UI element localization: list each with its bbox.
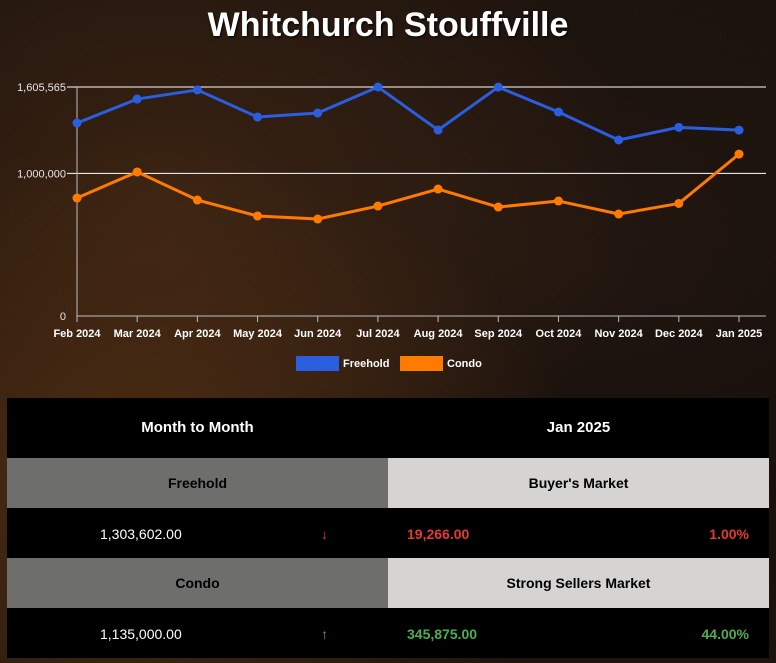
x-tick-label: Feb 2024 bbox=[53, 328, 101, 340]
condo-price: 1,135,000.00 bbox=[100, 626, 182, 642]
data-point[interactable] bbox=[553, 107, 563, 117]
freehold-price: 1,303,602.00 bbox=[100, 526, 182, 542]
data-point[interactable] bbox=[734, 149, 744, 159]
data-point[interactable] bbox=[253, 112, 263, 122]
freehold-band: Freehold Buyer's Market bbox=[7, 458, 769, 508]
summary-header: Month to Month Jan 2025 bbox=[7, 398, 769, 456]
data-point[interactable] bbox=[493, 202, 503, 212]
legend-swatch-condo[interactable] bbox=[400, 356, 443, 371]
data-point[interactable] bbox=[674, 122, 684, 132]
data-point[interactable] bbox=[132, 167, 142, 177]
data-point[interactable] bbox=[433, 184, 443, 194]
arrow-down-icon: ↓ bbox=[321, 526, 328, 542]
legend-label[interactable]: Freehold bbox=[343, 358, 389, 370]
header-period: Jan 2025 bbox=[546, 418, 611, 436]
page-title: Whitchurch Stouffville bbox=[207, 6, 569, 44]
condo-label: Condo bbox=[7, 558, 388, 608]
data-point[interactable] bbox=[373, 82, 383, 92]
y-tick-label: 0 bbox=[60, 311, 66, 323]
legend-swatch-freehold[interactable] bbox=[296, 356, 339, 371]
arrow-up-icon: ↑ bbox=[321, 626, 328, 642]
x-tick-label: Aug 2024 bbox=[414, 328, 464, 340]
data-point[interactable] bbox=[614, 135, 624, 145]
y-tick-label: 1,605,565 bbox=[17, 82, 66, 94]
x-tick-label: Mar 2024 bbox=[114, 328, 162, 340]
y-tick-label: 1,000,000 bbox=[17, 168, 66, 180]
data-point[interactable] bbox=[192, 85, 202, 95]
data-point[interactable] bbox=[72, 118, 82, 128]
series-line-condo bbox=[76, 152, 740, 221]
x-tick-label: Sep 2024 bbox=[474, 328, 523, 340]
data-point[interactable] bbox=[373, 201, 383, 211]
condo-change: 345,875.00 bbox=[407, 626, 478, 642]
x-tick-label: Jan 2025 bbox=[716, 328, 762, 340]
header-month-to-month: Month to Month bbox=[141, 418, 254, 436]
condo-band: Condo Strong Sellers Market bbox=[7, 558, 769, 608]
legend-label[interactable]: Condo bbox=[447, 358, 482, 370]
line-chart: 0 1,000,000 1,605,565 Feb 2024 Mar 2024 Apr 2… bbox=[17, 82, 766, 371]
x-tick-label: Jul 2024 bbox=[356, 328, 400, 340]
data-point[interactable] bbox=[493, 82, 503, 92]
freehold-label: Freehold bbox=[7, 458, 388, 508]
data-point[interactable] bbox=[192, 195, 202, 205]
condo-values: 1,135,000.00 ↑ 345,875.00 44.00% bbox=[7, 610, 769, 658]
x-tick-label: Oct 2024 bbox=[536, 328, 583, 340]
condo-percent: 44.00% bbox=[701, 626, 749, 642]
x-tick-label: May 2024 bbox=[233, 328, 283, 340]
freehold-percent: 1.00% bbox=[709, 526, 749, 542]
x-tick-label: Dec 2024 bbox=[655, 328, 704, 340]
condo-market-status: Strong Sellers Market bbox=[388, 558, 769, 608]
data-point[interactable] bbox=[313, 108, 323, 118]
x-tick-label: Apr 2024 bbox=[174, 328, 221, 340]
data-point[interactable] bbox=[72, 193, 82, 203]
data-point[interactable] bbox=[433, 125, 443, 135]
x-tick-label: Nov 2024 bbox=[594, 328, 643, 340]
data-point[interactable] bbox=[674, 198, 684, 208]
series-line-freehold bbox=[76, 85, 740, 142]
data-point[interactable] bbox=[132, 94, 142, 104]
data-point[interactable] bbox=[734, 125, 744, 135]
freehold-values: 1,303,602.00 ↓ 19,266.00 1.00% bbox=[7, 510, 769, 558]
data-point[interactable] bbox=[313, 214, 323, 224]
freehold-market-status: Buyer's Market bbox=[388, 458, 769, 508]
data-point[interactable] bbox=[553, 196, 563, 206]
freehold-change: 19,266.00 bbox=[407, 526, 470, 542]
data-point[interactable] bbox=[614, 209, 624, 219]
x-tick-label: Jun 2024 bbox=[294, 328, 342, 340]
summary-panel: Month to Month Jan 2025 Freehold Buyer's… bbox=[7, 398, 769, 658]
data-point[interactable] bbox=[253, 211, 263, 221]
